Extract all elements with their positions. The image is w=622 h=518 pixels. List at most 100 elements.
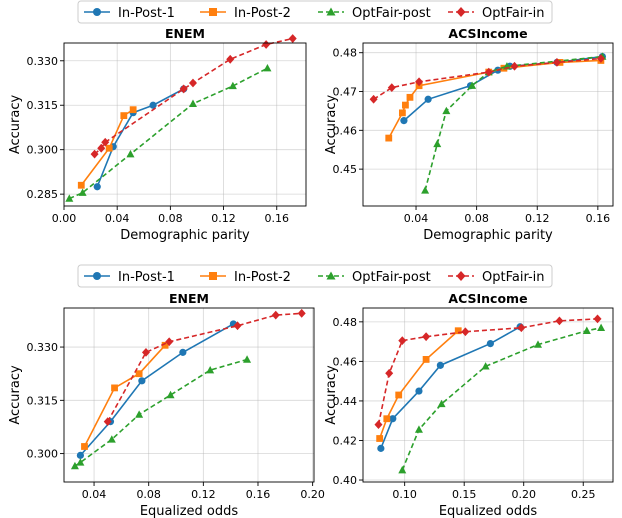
axes-frame: [63, 42, 307, 207]
series-in-post-1: [400, 52, 606, 125]
series-optfair-post: [70, 355, 252, 470]
x-tick-label: 0.25: [571, 488, 596, 501]
data-point-in-post-1: [76, 451, 84, 459]
data-point-in-post-2: [385, 134, 393, 142]
y-tick-label: 0.48: [333, 47, 358, 60]
data-point-in-post-1: [486, 339, 494, 348]
legend-middle-entry-optfair-post: OptFair-post: [318, 270, 431, 285]
series-optfair-post: [398, 323, 606, 474]
x-tick-label: 0.12: [211, 212, 236, 225]
legend-middle-label-in-post-1: In-Post-1: [118, 270, 175, 285]
x-tick-label: 0.16: [586, 212, 611, 225]
y-axis-label: Accuracy: [8, 365, 23, 425]
data-point-optfair-post: [107, 435, 116, 443]
data-point-optfair-post: [135, 410, 144, 418]
y-tick-label: 0.44: [333, 395, 358, 408]
data-point-optfair-in: [101, 137, 110, 147]
data-point-optfair-in: [369, 94, 378, 104]
x-tick-label: 0.16: [246, 488, 271, 501]
legend-top-entry-optfair-post: OptFair-post: [318, 6, 431, 21]
series-line-optfair-in: [373, 57, 601, 100]
axes-frame: [362, 42, 614, 207]
series-optfair-in: [103, 308, 306, 427]
data-point-in-post-2: [111, 384, 118, 392]
legend-top-entry-in-post-2: In-Post-2: [200, 6, 291, 21]
data-point-optfair-in: [415, 77, 424, 87]
data-point-optfair-post: [243, 355, 252, 363]
data-point-optfair-in: [103, 417, 112, 427]
data-point-optfair-in: [165, 337, 174, 347]
y-tick-label: 0.300: [27, 144, 59, 157]
x-tick-label: 0.08: [158, 212, 183, 225]
x-tick-label: 0.15: [452, 488, 477, 501]
data-point-optfair-in: [226, 54, 235, 64]
series-in-post-2: [77, 106, 137, 189]
data-point-optfair-post: [78, 188, 87, 196]
data-point-in-post-1: [400, 117, 408, 125]
y-tick-label: 0.330: [27, 341, 59, 354]
data-point-optfair-post: [76, 458, 85, 466]
series-line-optfair-post: [68, 67, 268, 200]
legend-top-label-in-post-2: In-Post-2: [234, 6, 291, 21]
data-point-optfair-post: [421, 186, 430, 194]
legend-top-label-optfair-in: OptFair-in: [482, 6, 545, 21]
legend-top: In-Post-1 In-Post-2 OptFair-post OptFair…: [77, 0, 553, 24]
data-point-optfair-post: [437, 399, 446, 408]
series-optfair-in: [374, 314, 602, 430]
data-point-optfair-in: [387, 83, 396, 93]
legend-top-label-in-post-1: In-Post-1: [118, 6, 175, 21]
legend-middle-entry-optfair-in: OptFair-in: [448, 270, 545, 285]
legend-top-entry-in-post-1: In-Post-1: [84, 6, 175, 21]
data-point-optfair-post: [228, 81, 237, 90]
y-tick-label: 0.45: [333, 163, 358, 176]
legend-middle-entry-in-post-2: In-Post-2: [200, 270, 291, 285]
panel-title: ACSIncome: [448, 26, 527, 41]
y-tick-label: 0.315: [27, 394, 59, 407]
panel-title: ENEM: [165, 26, 205, 41]
panel-title: ENEM: [169, 291, 209, 306]
y-tick-label: 0.48: [333, 316, 358, 329]
data-point-in-post-1: [415, 387, 423, 395]
panel-acsincome-equalized-odds: 0.10 0.15 0.20 0.25 0.40 0.42 0.44 0.46 0.48 ACSI…: [324, 291, 614, 518]
data-point-optfair-post: [70, 461, 79, 470]
series-in-post-1: [93, 85, 188, 191]
data-point-in-post-2: [422, 356, 430, 363]
data-point-optfair-in: [596, 54, 605, 63]
data-point-optfair-in: [517, 323, 526, 333]
data-point-in-post-1: [149, 101, 157, 109]
data-point-optfair-post: [65, 194, 74, 202]
data-point-optfair-in: [179, 84, 188, 94]
y-axis-label: Accuracy: [8, 95, 23, 155]
y-tick-label: 0.47: [333, 86, 358, 99]
y-axis-label: Accuracy: [324, 365, 339, 425]
x-axis-label: Equalized odds: [140, 504, 239, 518]
x-tick-label: 0.04: [105, 212, 130, 225]
legend-middle-label-optfair-post: OptFair-post: [352, 270, 431, 285]
series-line-optfair-in: [377, 318, 598, 425]
data-point-optfair-in: [90, 149, 99, 159]
x-tick-label: 0.10: [392, 488, 417, 501]
x-axis-label: Equalized odds: [439, 504, 538, 518]
x-tick-label: 0.00: [52, 212, 77, 225]
y-tick-label: 0.300: [27, 448, 59, 461]
legend-middle-frame: [77, 264, 553, 288]
x-tick-label: 0.08: [136, 488, 161, 501]
panel-enem-demographic-parity: 0.00 0.04 0.08 0.12 0.16 0.285 0.300 0.315 0.330…: [8, 26, 307, 243]
series-optfair-post: [421, 52, 607, 194]
data-point-in-post-2: [81, 443, 88, 450]
data-point-optfair-post: [166, 390, 175, 399]
series-optfair-in: [90, 34, 297, 159]
data-point-optfair-post: [414, 425, 423, 433]
data-point-optfair-in: [385, 368, 394, 378]
data-point-in-post-1: [424, 95, 432, 103]
series-optfair-post: [65, 63, 272, 202]
data-point-optfair-in: [552, 58, 561, 67]
data-point-in-post-2: [77, 181, 85, 189]
y-tick-label: 0.46: [333, 124, 358, 137]
x-axis-label: Demographic parity: [120, 228, 250, 243]
y-tick-label: 0.330: [27, 55, 59, 68]
data-point-optfair-post: [468, 81, 477, 89]
series-line-optfair-post: [401, 326, 602, 471]
data-point-optfair-in: [422, 332, 431, 342]
